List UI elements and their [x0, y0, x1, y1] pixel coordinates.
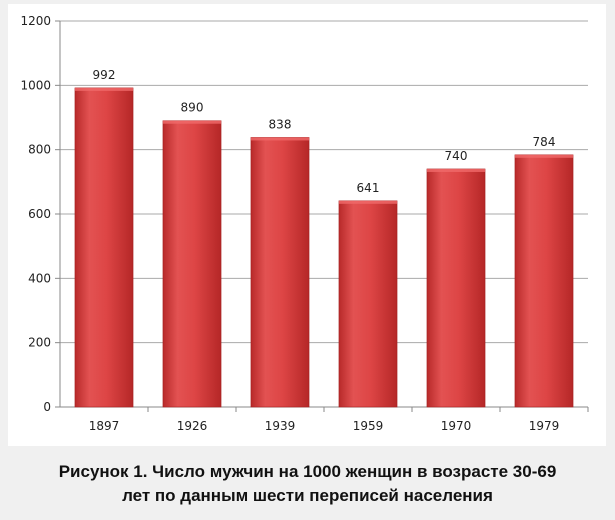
x-tick-label: 1979 — [529, 419, 560, 433]
axes: 0 200 400 600 800 1000 1200 1897 1926 1939 1959 197… — [20, 14, 589, 433]
y-tick-label: 0 — [43, 400, 51, 414]
bar-top-highlight — [514, 154, 574, 158]
y-tick-label: 600 — [28, 207, 51, 221]
data-label: 838 — [269, 117, 292, 131]
data-label: 890 — [181, 101, 204, 115]
data-label: 784 — [533, 135, 556, 149]
x-tick-label: 1970 — [441, 419, 472, 433]
data-labels: 992 890 838 641 740 784 — [93, 68, 556, 195]
figure-caption: Рисунок 1. Число мужчин на 1000 женщин в… — [0, 460, 615, 508]
x-tick-label: 1939 — [265, 419, 296, 433]
data-label: 740 — [445, 149, 468, 163]
y-tick-label: 400 — [28, 271, 51, 285]
y-tick-label: 1200 — [20, 14, 51, 28]
data-label: 641 — [357, 181, 380, 195]
bar-top-highlight — [250, 137, 310, 141]
x-tick-label: 1897 — [89, 419, 120, 433]
bar — [514, 154, 574, 408]
caption-line-2: лет по данным шести переписей населения — [122, 486, 493, 505]
plot-area: 0 200 400 600 800 1000 1200 1897 1926 1939 1959 197… — [8, 4, 606, 446]
x-tick-label: 1959 — [353, 419, 384, 433]
bar-top-highlight — [74, 87, 134, 91]
x-tick-label: 1926 — [177, 419, 208, 433]
bar — [250, 137, 310, 408]
bar — [426, 168, 486, 408]
bar — [74, 87, 134, 408]
bar — [338, 200, 398, 408]
caption-line-1: Рисунок 1. Число мужчин на 1000 женщин в… — [58, 462, 557, 481]
bar-top-highlight — [162, 120, 222, 124]
gridlines — [60, 20, 588, 344]
y-tick-label: 200 — [28, 336, 51, 350]
bar — [162, 120, 222, 408]
data-label: 992 — [93, 68, 116, 82]
y-tick-label: 1000 — [20, 78, 51, 92]
bar-top-highlight — [338, 200, 398, 204]
y-tick-label: 800 — [28, 143, 51, 157]
bars — [74, 87, 574, 408]
bar-chart: 0 200 400 600 800 1000 1200 1897 1926 1939 1959 197… — [20, 14, 589, 433]
bar-top-highlight — [426, 168, 486, 172]
